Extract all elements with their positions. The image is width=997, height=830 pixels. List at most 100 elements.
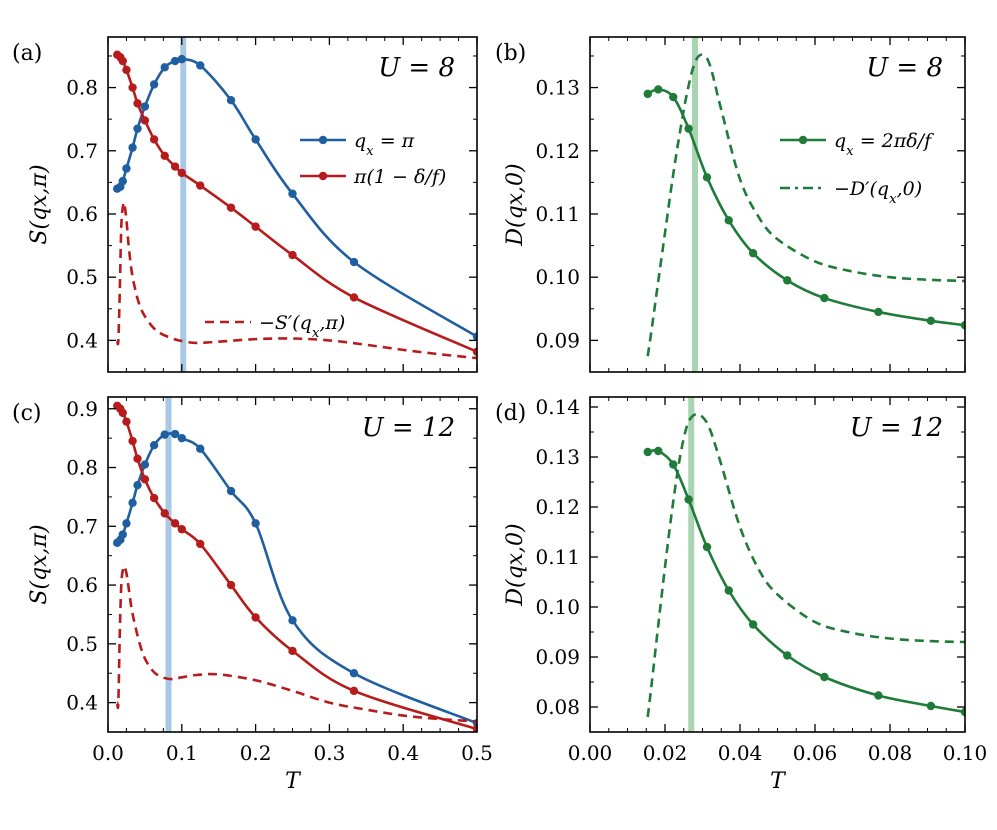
u-annotation: U = 12 (362, 413, 455, 443)
series-1-point (149, 135, 159, 144)
y-axis-title: S(qx,π) (27, 524, 52, 604)
x-tick-label: 0.06 (793, 741, 838, 765)
series-0-point (149, 80, 159, 89)
legend-label: π(1 − δ/f) (353, 166, 446, 188)
series-0-point (349, 669, 359, 678)
series-0-point (724, 586, 733, 595)
series-0-point (724, 216, 733, 225)
series-0-point (820, 672, 829, 682)
legend-label: −S′(qx,π) (259, 312, 345, 341)
legend-marker (318, 135, 328, 145)
series-1-point (349, 293, 359, 302)
series-1-point (170, 519, 180, 528)
series-1-point (349, 686, 359, 696)
series-0-point (684, 124, 693, 133)
y-tick-label: 0.6 (66, 573, 98, 597)
series-0-point (226, 486, 236, 496)
series-1-point (118, 56, 127, 66)
series-0-point (783, 651, 792, 660)
series-1-point (196, 539, 205, 549)
series-line-2 (115, 201, 477, 360)
x-tick-label: 0.4 (387, 741, 419, 765)
series-0-point (160, 63, 169, 72)
series-0-point (170, 56, 180, 66)
y-axis-title: D(qx,0) (503, 163, 528, 246)
panel-label: (c) (12, 401, 42, 426)
panel-label: (b) (495, 41, 526, 66)
series-1-point (170, 162, 180, 171)
x-tick-label: 0.5 (461, 741, 493, 765)
panel-label: (d) (495, 401, 526, 426)
series-1-point (122, 417, 131, 426)
series-1-point (226, 203, 236, 212)
series-0-point (960, 707, 965, 717)
x-tick-label: 0.02 (643, 741, 688, 765)
y-tick-label: 0.7 (66, 139, 98, 163)
series-1-point (288, 646, 297, 656)
y-tick-label: 0.14 (535, 395, 580, 419)
series-0-point (960, 321, 965, 330)
series-0-point (288, 189, 297, 198)
u-annotation: U = 12 (850, 413, 943, 443)
y-tick-label: 0.12 (535, 495, 580, 519)
series-1-point (177, 168, 186, 178)
x-tick-label: 0.04 (718, 741, 763, 765)
panel-d: 0.00 0.02 0.04 0.06 0.08 0.10 0.08 0.09 0.10 0.11… (495, 395, 987, 794)
series-line-2 (115, 564, 477, 723)
series-1-point (472, 724, 477, 732)
series-line-0 (647, 448, 965, 714)
series-0-point (669, 460, 678, 469)
series-0-point (122, 164, 131, 173)
series-0-point (133, 124, 142, 133)
y-tick-label: 0.10 (535, 595, 580, 619)
series-0-point (654, 85, 663, 94)
series-0-point (149, 440, 159, 450)
series-0-point (349, 257, 359, 267)
x-tick-label: 0.00 (568, 741, 613, 765)
series-0-point (820, 293, 829, 303)
series-0-point (177, 433, 186, 443)
series-0-point (118, 530, 127, 539)
x-axis-title: T (285, 769, 302, 794)
y-tick-label: 0.9 (66, 397, 98, 421)
series-1-point (128, 83, 137, 92)
series-1-point (140, 116, 150, 125)
y-tick-label: 0.6 (66, 202, 98, 226)
legend-marker (798, 135, 808, 145)
axes-frame (589, 396, 966, 733)
series-0-point (118, 176, 127, 186)
series-0-point (669, 92, 678, 102)
series-0-point (122, 519, 131, 528)
series-0-point (251, 519, 260, 528)
y-axis-title: D(qx,0) (503, 523, 528, 606)
y-tick-label: 0.10 (535, 265, 580, 289)
series-1-point (133, 99, 142, 108)
series-1-point (140, 475, 150, 484)
series-1-point (288, 250, 297, 260)
legend: qx = π π(1 − δ/f) −S′(qx,π) (205, 130, 446, 341)
plot-area (113, 401, 477, 732)
plot-area (643, 53, 965, 357)
panel-label: (a) (12, 41, 42, 66)
series-0-point (654, 446, 663, 456)
x-tick-label: 0.10 (943, 741, 988, 765)
series-1-point (177, 525, 186, 534)
series-1-point (251, 613, 260, 622)
series-1-point (196, 181, 205, 190)
series-0-point (643, 447, 652, 457)
series-line-0 (116, 57, 477, 338)
y-tick-label: 0.12 (535, 139, 580, 163)
y-tick-label: 0.13 (535, 445, 580, 469)
series-0-point (643, 89, 652, 99)
series-1-point (122, 65, 131, 75)
series-0-point (140, 460, 150, 469)
legend-label: qx = 2πδ/f (834, 130, 934, 159)
y-tick-label: 0.13 (535, 76, 580, 100)
legend: qx = 2πδ/f −D′(qx,0) (780, 130, 934, 207)
panel-a: 0.4 0.5 0.6 0.7 0.8 S(qx,π) (a) U = 8 qx = π π(1 … (12, 36, 478, 373)
series-1-point (118, 408, 127, 418)
y-axis-title: S(qx,π) (27, 164, 52, 244)
x-tick-label: 0.2 (240, 741, 272, 765)
series-0-point (684, 495, 693, 504)
panel-b: 0.09 0.10 0.11 0.12 0.13 D(qx,0) (b) U = 8 qx = … (495, 36, 966, 373)
